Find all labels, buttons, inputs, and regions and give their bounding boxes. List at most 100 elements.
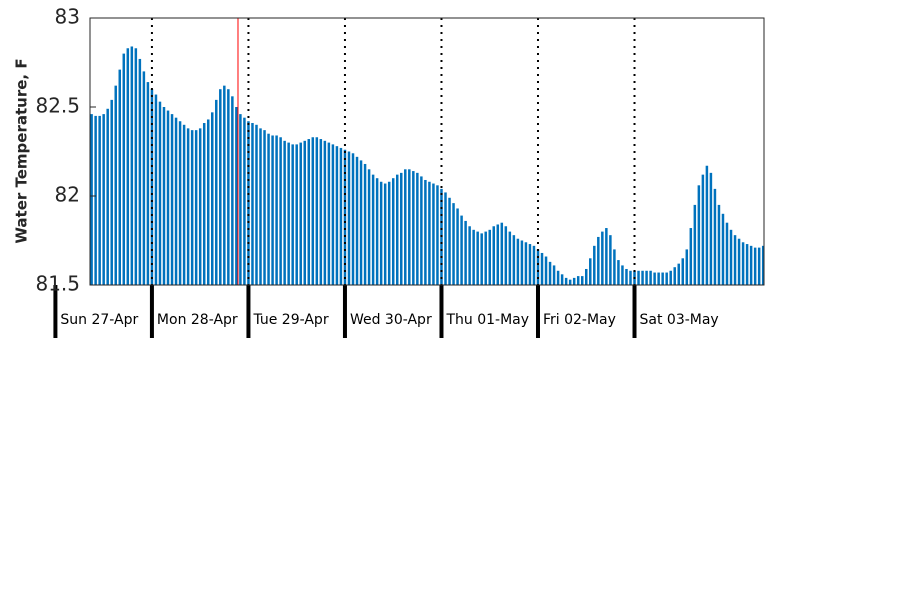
y-tick-label: 82 (55, 183, 80, 207)
bar (243, 117, 246, 286)
bar (500, 222, 504, 285)
bar (118, 69, 122, 286)
bar (745, 244, 749, 285)
bar (737, 238, 741, 285)
bar (303, 140, 306, 285)
bar (219, 89, 222, 285)
bar (315, 137, 319, 285)
bar (211, 112, 214, 285)
bar (512, 235, 516, 285)
bar (395, 174, 399, 285)
bar (725, 222, 729, 285)
bar (564, 277, 568, 285)
bar (729, 229, 733, 285)
bar (476, 231, 479, 285)
bar (367, 169, 371, 285)
bar (351, 153, 355, 285)
bar (432, 183, 435, 285)
bar (568, 279, 572, 285)
bar (645, 270, 648, 285)
bar (178, 121, 182, 286)
bar (307, 139, 311, 285)
bar (126, 48, 130, 286)
bar (757, 247, 761, 285)
bar (456, 208, 459, 285)
bar (637, 270, 640, 285)
bar (400, 172, 403, 285)
bar (355, 156, 359, 285)
bar (259, 128, 262, 285)
bar (597, 236, 600, 285)
bar (223, 85, 226, 285)
bar (436, 185, 439, 285)
bar (311, 137, 315, 285)
bar (480, 233, 483, 285)
bar (94, 115, 97, 286)
bar (339, 147, 343, 285)
bar (170, 114, 174, 286)
bar (263, 130, 266, 285)
bar (605, 228, 608, 285)
bar (701, 174, 705, 285)
bar (468, 226, 471, 285)
bar (275, 135, 278, 285)
bar (186, 128, 190, 285)
bar (190, 130, 194, 285)
bar (299, 142, 302, 285)
bar (741, 242, 745, 285)
x-tick-label: Wed 30-Apr (350, 312, 432, 328)
bar (428, 181, 431, 285)
bar (110, 99, 113, 285)
bar (753, 247, 757, 285)
bar (331, 144, 335, 285)
y-axis-label: Water Temperature, F (13, 58, 31, 243)
bar (327, 142, 331, 285)
bar (206, 119, 210, 286)
bar (572, 277, 576, 285)
x-tick-label: Thu 01-May (445, 312, 529, 328)
bar (379, 181, 383, 285)
bar (749, 245, 753, 285)
bar (363, 163, 367, 285)
bar (416, 172, 419, 285)
bar (641, 270, 644, 285)
bar (90, 114, 93, 286)
bar (540, 252, 544, 285)
bar (460, 215, 463, 285)
bar (166, 110, 170, 285)
bar (697, 185, 701, 285)
bar (162, 107, 166, 285)
bar (444, 192, 447, 285)
bar (323, 140, 327, 285)
bar (528, 244, 532, 285)
bar (649, 270, 652, 285)
bar (556, 270, 560, 285)
bar (685, 249, 689, 285)
bar (524, 242, 528, 285)
bar (251, 123, 254, 286)
bar (673, 267, 676, 285)
bar (536, 249, 540, 285)
bar (516, 238, 520, 285)
bar (247, 121, 250, 286)
bar (576, 276, 580, 285)
bar (709, 172, 713, 285)
bar (194, 130, 198, 285)
x-tick-label: Sat 03-May (640, 312, 719, 328)
bar (621, 265, 624, 285)
bar (255, 124, 258, 285)
x-tick-label: Sun 27-Apr (60, 312, 138, 328)
bar (215, 99, 218, 285)
bar (681, 258, 685, 285)
y-tick-label: 81.5 (35, 272, 80, 296)
bar (387, 181, 391, 285)
bar (202, 123, 206, 286)
bar (520, 240, 524, 285)
bar (452, 203, 455, 285)
bar (693, 204, 697, 285)
bar (532, 245, 536, 285)
bar (102, 114, 105, 286)
bar (271, 135, 274, 285)
bar (661, 272, 664, 285)
